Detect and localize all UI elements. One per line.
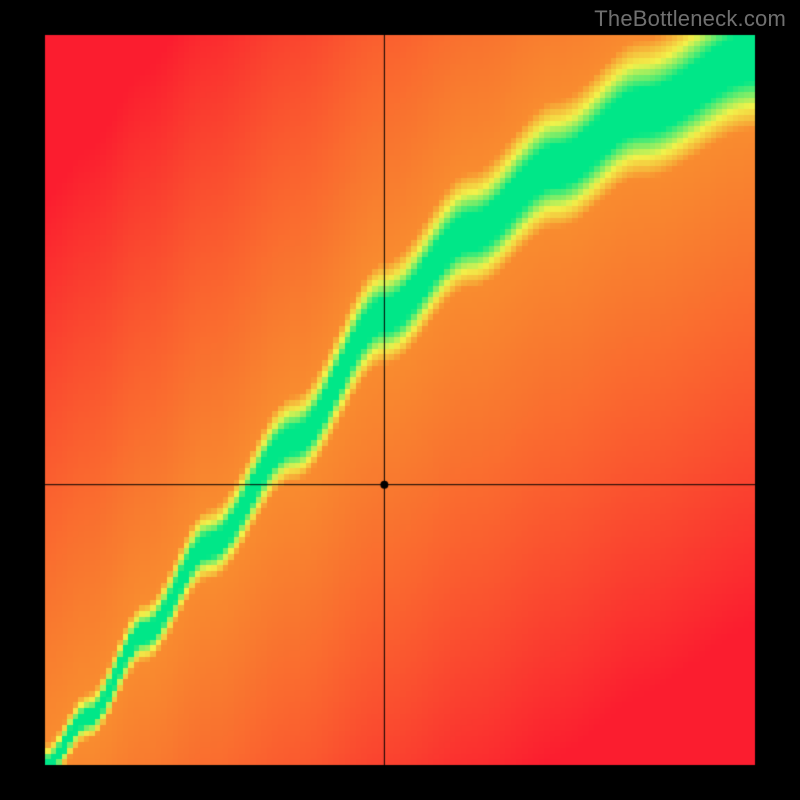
heatmap-canvas xyxy=(0,0,800,800)
watermark-text: TheBottleneck.com xyxy=(594,6,786,32)
chart-container: TheBottleneck.com xyxy=(0,0,800,800)
